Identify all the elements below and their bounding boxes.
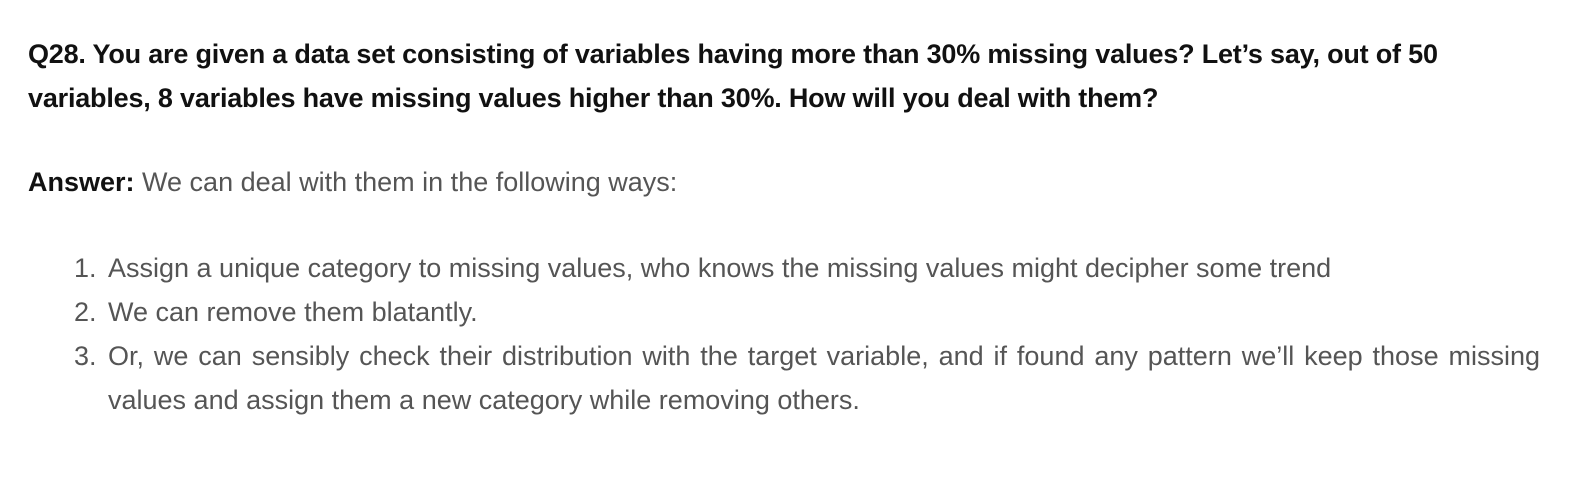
answer-intro: We can deal with them in the following w…	[134, 167, 678, 197]
article-content: Q28. You are given a data set consisting…	[28, 32, 1540, 422]
answer-paragraph: Answer: We can deal with them in the fol…	[28, 160, 1540, 204]
list-item: 3. Or, we can sensibly check their distr…	[74, 334, 1540, 422]
list-item-number: 2.	[74, 297, 97, 327]
question-heading: Q28. You are given a data set consisting…	[28, 39, 1438, 113]
list-item-text: We can remove them blatantly.	[108, 297, 478, 327]
answer-label: Answer:	[28, 167, 135, 197]
list-item-number: 3.	[74, 341, 97, 371]
list-item-text: Assign a unique category to missing valu…	[108, 253, 1332, 283]
list-item: 1. Assign a unique category to missing v…	[74, 246, 1540, 290]
list-item-number: 1.	[74, 253, 97, 283]
list-item-text: Or, we can sensibly check their distribu…	[108, 341, 1540, 415]
list-item: 2. We can remove them blatantly.	[74, 290, 1540, 334]
ways-list: 1. Assign a unique category to missing v…	[28, 246, 1540, 422]
